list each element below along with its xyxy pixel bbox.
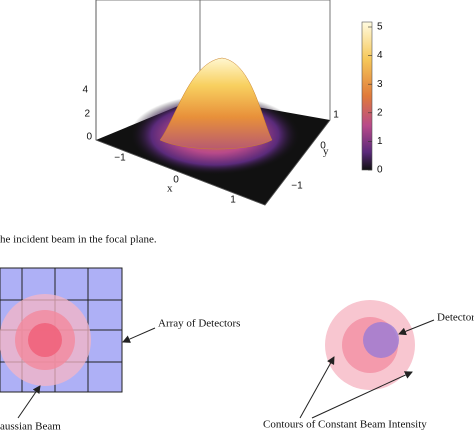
arrow [311, 371, 413, 419]
arrow [299, 356, 335, 419]
y-tick-label: 1 [333, 110, 339, 121]
box-edge [264, 119, 331, 206]
colorbar-tick-label: 5 [377, 22, 383, 33]
arrow [122, 327, 156, 343]
x-tick-label: −1 [114, 153, 126, 164]
surface-plot: x y [95, 0, 331, 206]
arrow [398, 319, 435, 336]
beam-contour [28, 323, 62, 357]
colorbar [361, 21, 373, 171]
box-edge [95, 139, 266, 206]
z-tick-label: 2 [84, 109, 90, 120]
colorbar-tick-label: 2 [377, 107, 383, 118]
colorbar-tick-label: 3 [377, 79, 383, 90]
contours-label: Contours of Constant Beam Intensity [263, 419, 427, 431]
y-tick-label: 0 [320, 141, 326, 152]
right-diagram: Detector Contours of Constant Beam Inten… [263, 300, 474, 431]
caption: he incident beam in the focal plane. [0, 234, 157, 246]
arrow [17, 385, 41, 419]
x-axis-label: x [167, 183, 173, 195]
z-tick-label: 4 [82, 85, 88, 96]
gaussian-surface [159, 57, 273, 150]
colorbar-tick-label: 4 [377, 50, 383, 61]
colorbar-tick-label: 1 [377, 136, 383, 147]
array-label: Array of Detectors [158, 318, 240, 330]
y-tick-label: −1 [291, 181, 303, 192]
detector [363, 322, 399, 358]
x-tick-label: 0 [173, 175, 179, 186]
beam-label: aussian Beam [0, 421, 61, 432]
z-tick-label: 0 [86, 132, 92, 143]
detector-label: Detector [437, 312, 474, 324]
y-axis-label: y [323, 146, 329, 158]
left-diagram: Array of Detectors aussian Beam [0, 267, 240, 432]
colorbar-tick-label: 0 [377, 165, 383, 176]
x-tick-label: 1 [230, 195, 236, 206]
